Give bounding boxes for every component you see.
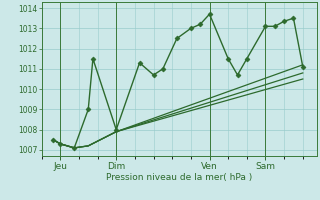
X-axis label: Pression niveau de la mer( hPa ): Pression niveau de la mer( hPa ) <box>106 173 252 182</box>
